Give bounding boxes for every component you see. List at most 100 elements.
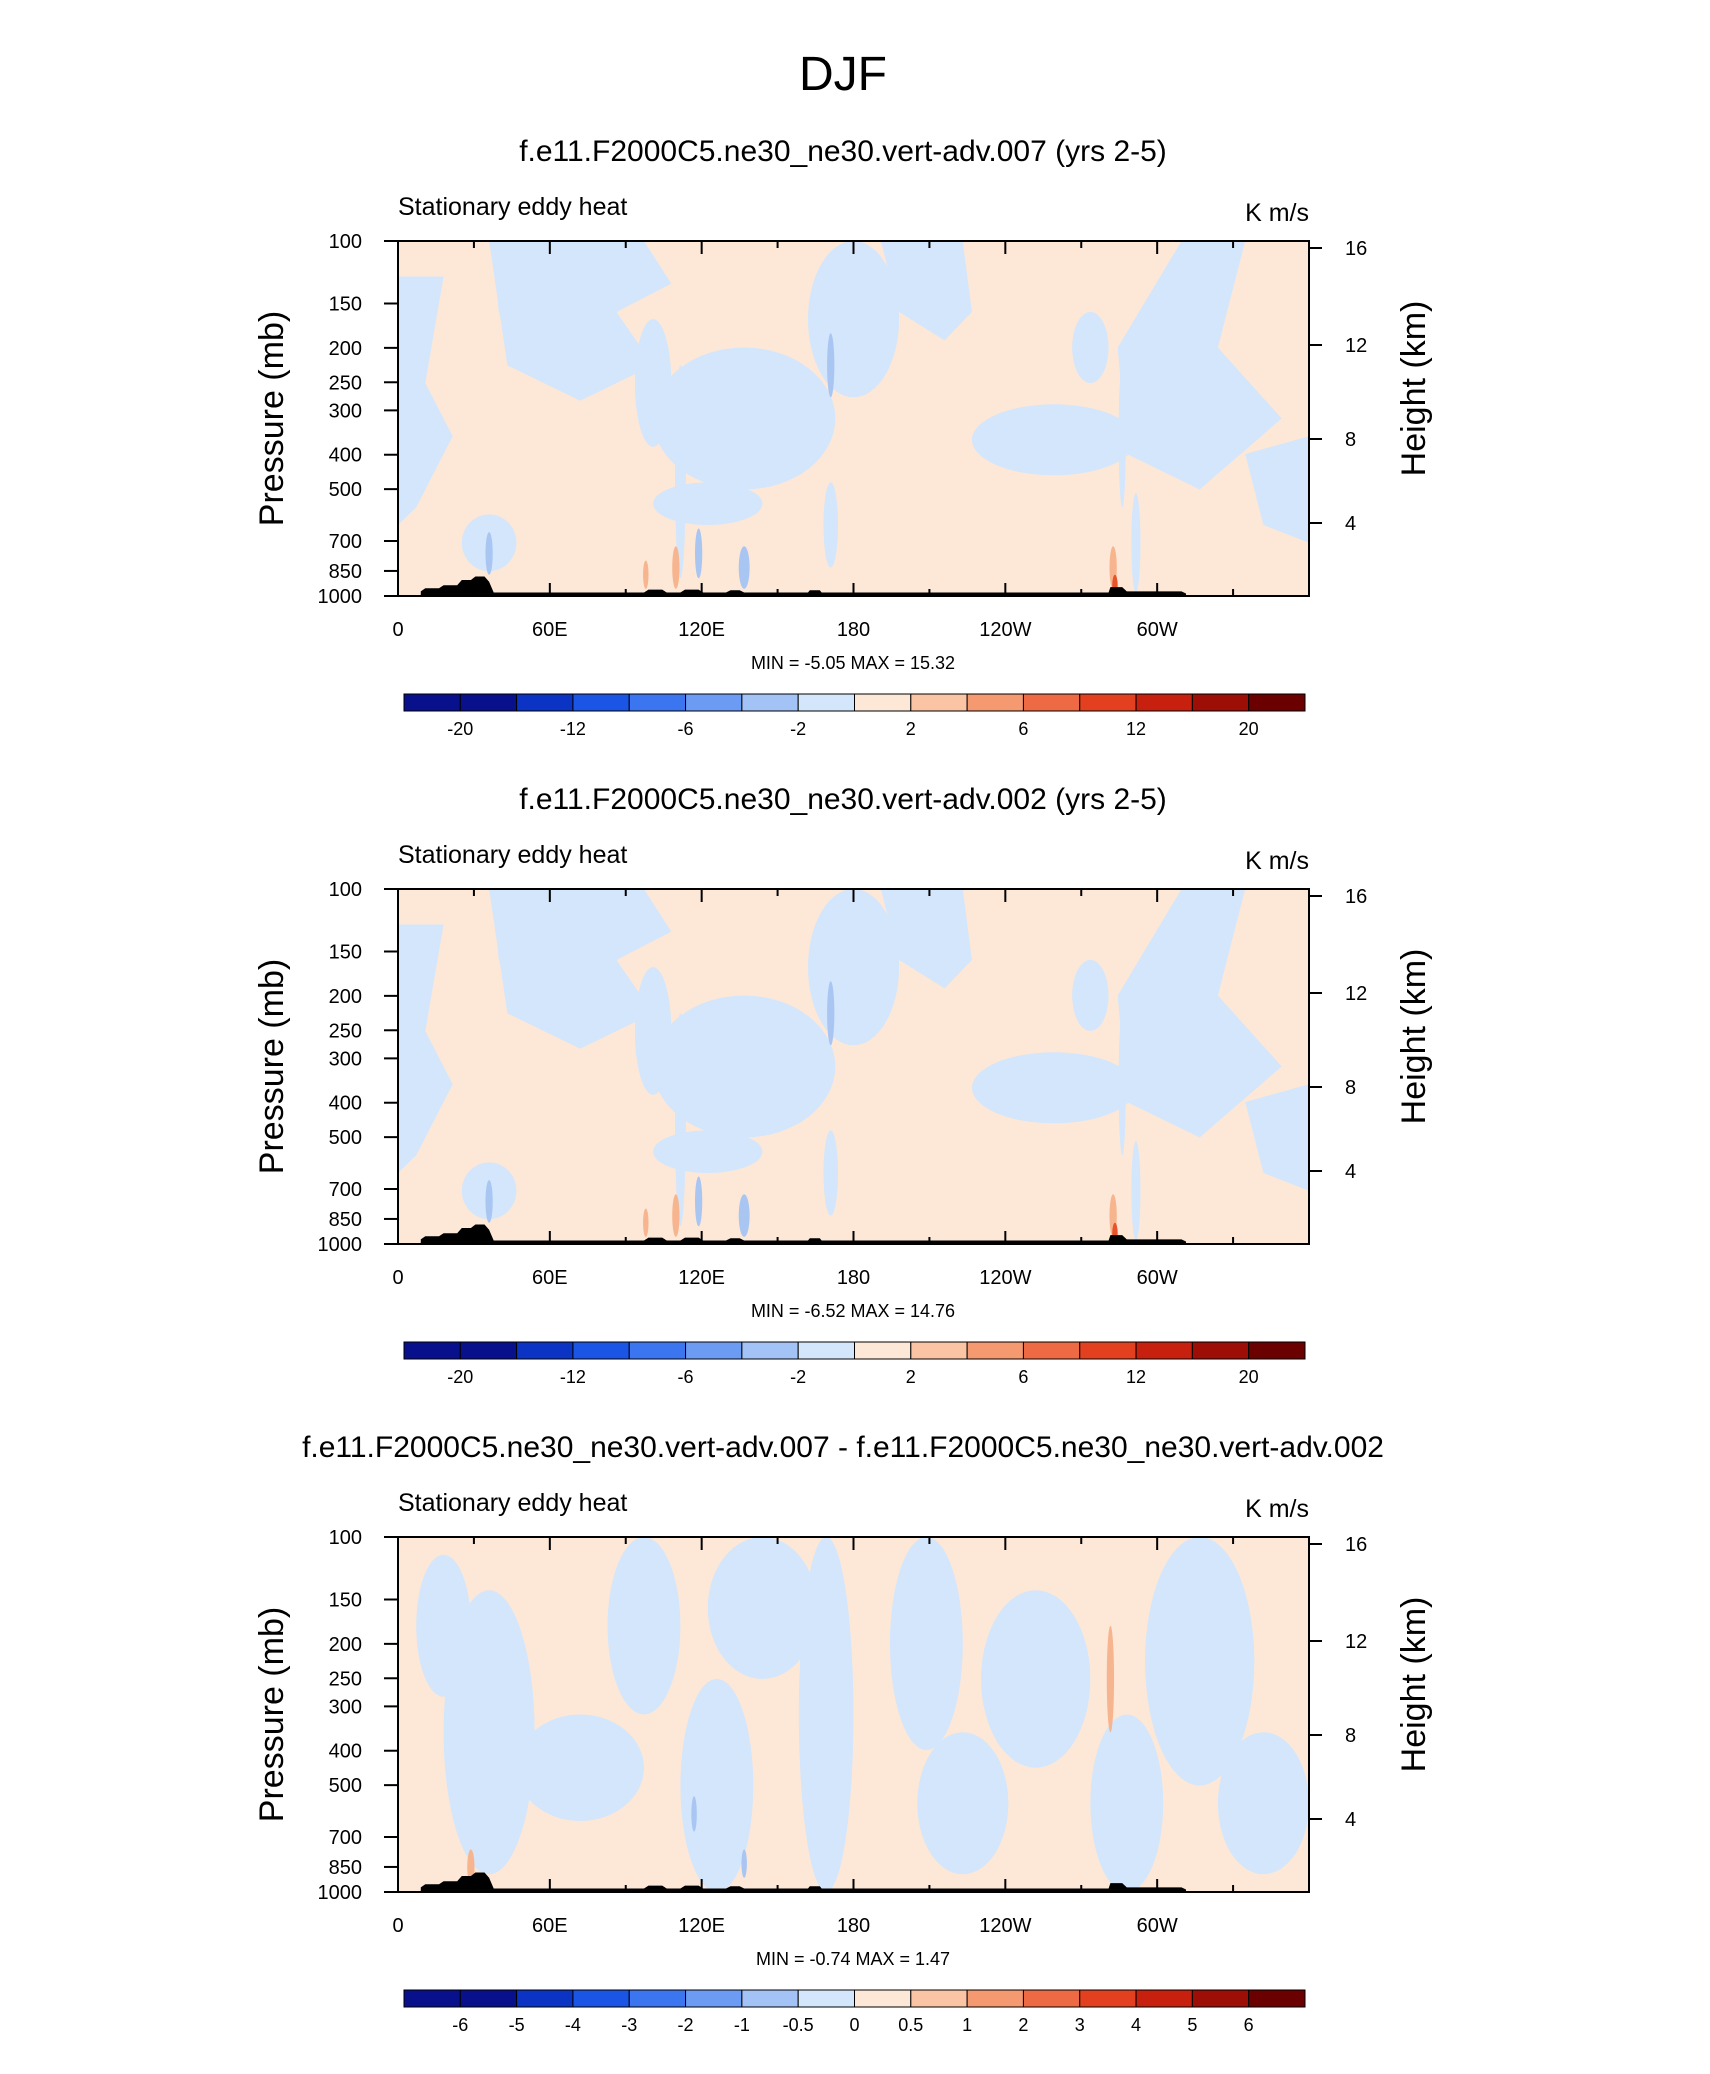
y-tick-label: 150 [329,294,362,316]
y-tick-label: 300 [329,1048,362,1070]
colorbar-swatch [741,693,799,712]
colorbar-swatch [403,1989,461,2008]
colorbar: -20 -12 -6 -2 2 6 12 20 [403,1341,1306,1387]
y-right-tick-label: 8 [1345,429,1356,451]
colorbar-swatch [910,1341,968,1360]
contour-region [398,924,453,1173]
colorbar-swatch [403,1341,461,1360]
y-tick-label: 100 [329,231,362,253]
topography-silhouette [420,576,1186,594]
y-tick-label: 700 [329,1827,362,1849]
colorbar-swatch [685,1989,743,2008]
colorbar-swatch [741,1989,799,2008]
colorbar-swatch [1079,1989,1137,2008]
contour-region [653,1130,763,1173]
colorbar-label: -6 [678,1367,694,1387]
y-right-axis-title: Height (km) [1395,949,1433,1125]
colorbar-swatch [1191,1341,1250,1360]
panel-1: f.e11.F2000C5.ne30_ne30.vert-adv.007 (yr… [253,135,1433,739]
y-tick-label: 200 [329,1634,362,1656]
colorbar-label: 6 [1018,719,1028,739]
y-tick-label: 850 [329,561,362,583]
contour-region [738,1194,750,1237]
contour-region [672,1194,680,1237]
y-right-tick-label: 4 [1345,1809,1356,1831]
y-tick-label: 400 [329,1093,362,1115]
contour-region [807,241,900,398]
min-max-stats: MIN = -0.74 MAX = 1.47 [756,1949,950,1969]
colorbar-swatch [797,1989,855,2008]
contour-region [1245,1084,1309,1191]
contour-region [643,560,649,589]
y-tick-label: 500 [329,479,362,501]
y-right-axis-title: Height (km) [1395,301,1433,477]
contour-region [1117,889,1282,1138]
x-tick-label: 180 [837,1915,870,1937]
y-tick-label: 250 [329,1020,362,1042]
colorbar-swatch [1135,1341,1193,1360]
panel-left-title: Stationary eddy heat [398,841,627,869]
colorbar-label: -1 [734,2015,750,2035]
x-tick-label: 180 [837,619,870,641]
colorbar-label: 6 [1018,1367,1028,1387]
y-tick-label: 500 [329,1775,362,1797]
colorbar-swatch [1135,1989,1193,2008]
contour-region [880,241,972,341]
x-tick-label: 0 [392,1915,403,1937]
y-tick-label: 700 [329,531,362,553]
contour-region [738,546,750,589]
y-tick-label: 1000 [318,1882,363,1904]
colorbar-swatch [966,1341,1024,1360]
topography-base [420,593,1187,596]
colorbar-swatch [1191,693,1250,712]
colorbar-label: 20 [1239,719,1259,739]
x-tick-label: 60W [1137,1915,1178,1937]
min-max-stats: MIN = -5.05 MAX = 15.32 [751,653,955,673]
contour-region [498,917,572,989]
colorbar-swatch [628,1341,687,1360]
y-right-tick-label: 12 [1345,1631,1367,1653]
y-tick-label: 1000 [318,1234,363,1256]
colorbar-label: 2 [906,719,916,739]
y-tick-label: 200 [329,986,362,1008]
topography-silhouette [420,1872,1186,1890]
colorbar-swatch [966,1989,1024,2008]
colorbar-swatch [910,693,968,712]
colorbar-swatch [516,693,574,712]
y-right-tick-label: 16 [1345,238,1367,260]
contour-region [1072,312,1109,383]
colorbar-label: -5 [509,2015,525,2035]
y-tick-label: 100 [329,1527,362,1549]
colorbar-label: 20 [1239,1367,1259,1387]
contour-region [889,1537,963,1750]
contour-region [485,1180,493,1223]
panel-title: f.e11.F2000C5.ne30_ne30.vert-adv.007 - f… [302,1431,1384,1464]
contour-region [680,1679,754,1892]
panel-title: f.e11.F2000C5.ne30_ne30.vert-adv.007 (yr… [519,135,1167,168]
y-right-tick-label: 8 [1345,1725,1356,1747]
contour-region [694,1176,703,1227]
colorbar-swatch [854,693,912,712]
colorbar-label: 12 [1126,1367,1146,1387]
colorbar-swatch [1191,1989,1250,2008]
y-axis-title: Pressure (mb) [253,1607,291,1822]
contour-field [398,889,1309,1244]
contour-region [1245,436,1309,543]
colorbar-label: -12 [560,719,586,739]
colorbar-label: 6 [1244,2015,1254,2035]
colorbar-swatch [1248,1341,1306,1360]
contour-region [485,532,493,575]
colorbar-swatch [685,693,743,712]
contour-region [416,1554,471,1697]
colorbar-label: 12 [1126,719,1146,739]
y-axis-title: Pressure (mb) [253,311,291,526]
contour-region [1145,1537,1255,1786]
colorbar: -6 -5 -4 -3 -2 -1 -0.5 0 0.5 1 2 3 4 5 6 [403,1989,1306,2035]
colorbar-label: -0.5 [783,2015,814,2035]
colorbar-swatch [1248,1989,1306,2008]
colorbar-label: 4 [1131,2015,1141,2035]
contour-region [694,528,703,579]
y-right-tick-label: 16 [1345,886,1367,908]
contour-region [1117,241,1282,490]
